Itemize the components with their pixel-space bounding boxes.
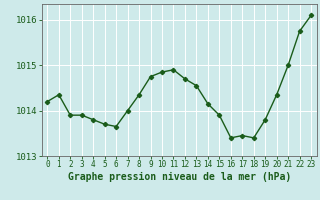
X-axis label: Graphe pression niveau de la mer (hPa): Graphe pression niveau de la mer (hPa) xyxy=(68,172,291,182)
